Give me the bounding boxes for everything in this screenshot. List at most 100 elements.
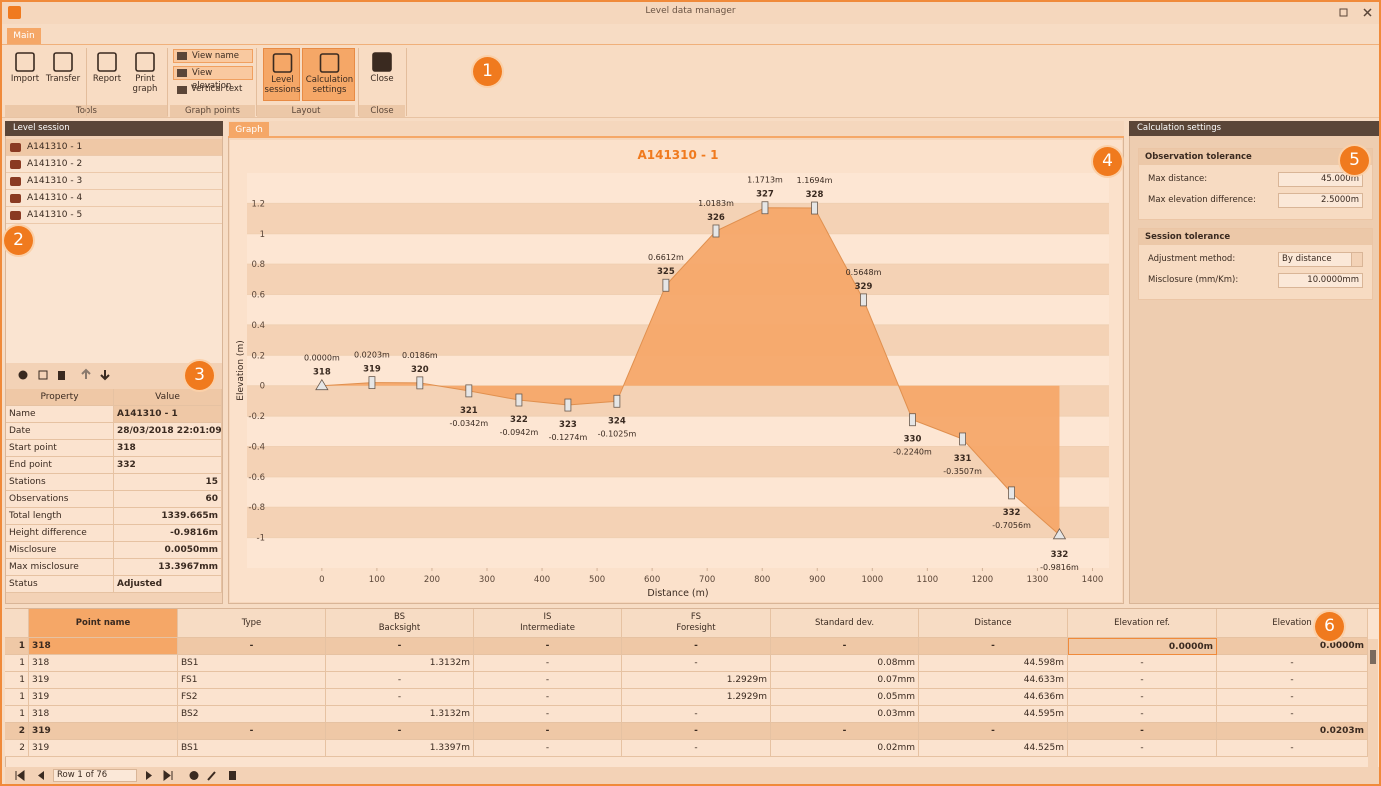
session-name[interactable]: A141310 - 2 [27, 159, 83, 169]
grid-cell[interactable]: - [474, 689, 622, 706]
grid-cell[interactable]: - [178, 723, 326, 740]
edit-icon[interactable] [38, 370, 48, 380]
grid-cell[interactable]: - [622, 723, 771, 740]
close-window-button[interactable] [1363, 8, 1372, 17]
session-icon[interactable] [10, 160, 21, 169]
grid-cell[interactable]: 0.03mm [771, 706, 919, 723]
grid-cell[interactable]: 0.0000m [1217, 638, 1368, 655]
grid-cell[interactable]: 319 [29, 672, 178, 689]
grid-cell[interactable]: - [326, 672, 474, 689]
column-header[interactable]: Distance [919, 609, 1068, 638]
toggle-icon[interactable] [177, 69, 187, 77]
text-input[interactable]: 10.0000mm [1278, 273, 1363, 288]
grid-cell[interactable]: - [1217, 655, 1368, 672]
session-name[interactable]: A141310 - 4 [27, 193, 83, 203]
scrollbar[interactable] [1368, 639, 1378, 767]
grid-cell[interactable]: BS1 [178, 655, 326, 672]
grid-cell[interactable]: - [622, 706, 771, 723]
grid-cell[interactable]: 44.598m [919, 655, 1068, 672]
grid-cell[interactable]: 0.07mm [771, 672, 919, 689]
ribbon-button[interactable]: Import [8, 48, 42, 101]
button-icon[interactable] [303, 49, 356, 75]
grid-cell[interactable]: - [1217, 689, 1368, 706]
grid-cell[interactable]: 44.525m [919, 740, 1068, 757]
grid-cell[interactable]: - [1068, 689, 1217, 706]
window-controls[interactable] [1337, 7, 1377, 19]
header-text[interactable]: Elevation [1272, 618, 1312, 628]
toggle-button[interactable]: View name [173, 49, 253, 63]
ribbon-button[interactable]: Close [365, 48, 399, 101]
button-label[interactable]: Level sessions [264, 75, 301, 95]
grid-cell[interactable]: 0.05mm [771, 689, 919, 706]
text-input[interactable]: 2.5000m [1278, 193, 1363, 208]
dropdown[interactable]: By distance [1278, 252, 1363, 267]
ribbon-tab[interactable]: Main [7, 28, 41, 45]
column-header[interactable]: Standard dev. [771, 609, 919, 638]
grid-cell[interactable]: - [474, 655, 622, 672]
grid-cell[interactable]: - [474, 740, 622, 757]
grid-cell[interactable]: - [1068, 723, 1217, 740]
column-header[interactable]: Type [178, 609, 326, 638]
button-icon[interactable] [365, 48, 399, 74]
grid-cell[interactable]: - [919, 638, 1068, 655]
up-icon[interactable] [81, 368, 91, 379]
session-item[interactable]: A141310 - 1 [6, 139, 222, 156]
grid-cell[interactable]: - [771, 723, 919, 740]
graph-tab[interactable]: Graph [229, 122, 269, 138]
scroll-thumb[interactable] [1370, 650, 1376, 664]
header-text[interactable]: Elevation ref. [1114, 618, 1170, 628]
grid-cell[interactable]: 318 [29, 706, 178, 723]
grid-cell[interactable]: - [919, 723, 1068, 740]
prev-icon[interactable] [38, 771, 44, 780]
grid-cell[interactable]: - [1217, 672, 1368, 689]
grid-cell[interactable]: 319 [29, 740, 178, 757]
header-text[interactable]: Foresight [676, 623, 716, 633]
grid-cell[interactable]: 0.08mm [771, 655, 919, 672]
ribbon-button[interactable]: Transfer [45, 48, 81, 101]
toggle-icon[interactable] [177, 86, 187, 94]
button-icon[interactable] [8, 48, 42, 74]
session-item[interactable]: A141310 - 4 [6, 190, 222, 207]
grid-cell[interactable]: BS1 [178, 740, 326, 757]
grid-cell[interactable]: - [622, 740, 771, 757]
grid-cell[interactable]: - [326, 723, 474, 740]
add-row-icon[interactable] [189, 771, 199, 780]
first-icon[interactable] [15, 770, 25, 781]
grid-cell[interactable]: - [1217, 740, 1368, 757]
session-icon[interactable] [10, 194, 21, 203]
ribbon-button[interactable]: Print graph [126, 48, 164, 101]
grid-cell[interactable]: 1.3397m [326, 740, 474, 757]
column-header[interactable]: Elevation [1217, 609, 1368, 638]
grid-cell[interactable]: BS2 [178, 706, 326, 723]
ribbon-button[interactable]: Level sessions [263, 48, 300, 101]
column-header[interactable]: Elevation ref. [1068, 609, 1217, 638]
grid-cell[interactable]: - [1217, 706, 1368, 723]
pager-nav-first[interactable] [10, 768, 50, 783]
session-icon[interactable] [10, 177, 21, 186]
next-icon[interactable] [146, 771, 152, 780]
session-name[interactable]: A141310 - 5 [27, 210, 83, 220]
grid-cell[interactable]: - [474, 706, 622, 723]
session-name[interactable]: A141310 - 1 [27, 142, 83, 152]
grid-cell[interactable]: - [1068, 672, 1217, 689]
grid-cell[interactable]: 319 [29, 689, 178, 706]
delete-row-icon[interactable] [229, 771, 236, 780]
header-text[interactable]: Backsight [378, 623, 421, 633]
grid-cell[interactable]: 1.2929m [622, 672, 771, 689]
last-icon[interactable] [163, 770, 173, 781]
grid-cell[interactable]: - [771, 638, 919, 655]
header-text[interactable]: Standard dev. [814, 618, 875, 628]
session-icon[interactable] [10, 143, 21, 152]
grid-cell[interactable]: - [326, 689, 474, 706]
session-item[interactable]: A141310 - 5 [6, 207, 222, 224]
grid-cell[interactable]: 318 [29, 638, 178, 655]
grid-cell[interactable]: - [178, 638, 326, 655]
grid-cell[interactable]: FS2 [178, 689, 326, 706]
grid-cell[interactable]: 44.633m [919, 672, 1068, 689]
grid-cell[interactable]: FS1 [178, 672, 326, 689]
grid-cell[interactable]: - [1068, 740, 1217, 757]
ribbon-button[interactable]: Calculation settings [302, 48, 355, 101]
button-icon[interactable] [45, 48, 81, 74]
button-icon[interactable] [126, 48, 164, 74]
column-header[interactable]: Point name [29, 609, 178, 638]
